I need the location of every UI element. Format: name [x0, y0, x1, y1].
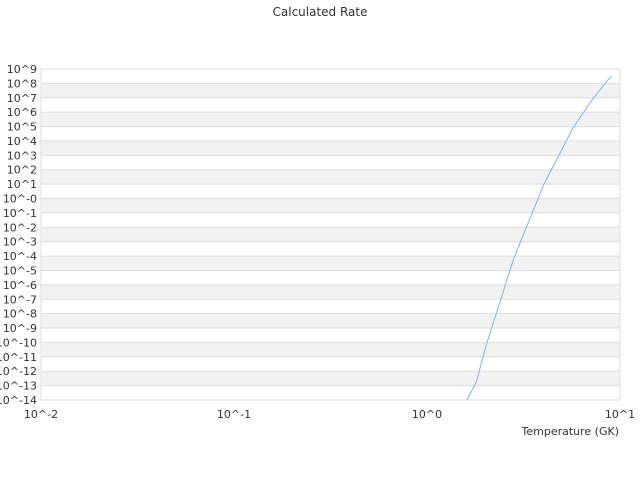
plot-band	[41, 241, 620, 257]
y-tick-label: 10^-5	[3, 264, 37, 277]
y-tick-label: 10^-7	[3, 293, 37, 306]
x-axis: 10^-2 10^-1 10^0 10^1	[24, 408, 635, 421]
plot-band	[41, 97, 620, 113]
y-tick-label: 10^-1	[3, 207, 37, 220]
y-tick-label: 10^-8	[3, 308, 37, 321]
y-tick-label: 10^-10	[0, 336, 37, 349]
x-tick-label: 10^0	[412, 408, 442, 421]
y-tick-label: 10^-3	[3, 236, 37, 249]
plot-band	[41, 284, 620, 300]
x-tick-label: 10^-1	[217, 408, 251, 421]
series-layer	[466, 75, 612, 401]
plot-band	[41, 256, 620, 271]
x-axis-label: Temperature (GK)	[521, 425, 620, 438]
y-tick-label: 10^8	[7, 77, 37, 90]
y-tick-label: 10^2	[7, 164, 37, 177]
plot-band	[41, 212, 620, 228]
y-axis: 10^910^8 10^710^6 10^510^410^3 10^210^1 10^-…	[0, 63, 37, 407]
gridlines	[40, 68, 621, 401]
y-tick-label: 10^6	[7, 106, 37, 119]
plot-band	[41, 198, 620, 213]
plot-band	[41, 299, 620, 314]
plot-band	[41, 140, 620, 156]
plot-band	[41, 385, 620, 400]
plot-band	[41, 371, 620, 386]
plot-band	[41, 342, 620, 357]
y-tick-label: 10^-11	[0, 351, 37, 364]
y-tick-label: 10^-6	[3, 279, 37, 292]
plot-band	[41, 270, 620, 285]
plot-band	[41, 184, 620, 199]
y-tick-label: 10^-14	[0, 394, 37, 407]
y-tick-label: 10^7	[7, 92, 37, 105]
y-tick-label: 10^9	[7, 63, 37, 76]
y-tick-label: 10^5	[7, 121, 37, 134]
y-tick-label: 10^4	[7, 135, 37, 148]
y-tick-label: 10^-9	[3, 322, 37, 335]
plot-band	[41, 69, 620, 84]
y-tick-label: 10^-0	[3, 193, 37, 206]
plot-band	[41, 356, 620, 372]
plot-band	[41, 112, 620, 127]
x-tick-label: 10^-2	[24, 408, 58, 421]
plot-band	[41, 169, 620, 185]
plot-band	[41, 126, 620, 141]
plot-band	[41, 83, 620, 98]
y-tick-label: 10^-13	[0, 380, 37, 393]
plot-band	[41, 227, 620, 242]
x-tick-label: 10^1	[605, 408, 635, 421]
y-tick-label: 10^-12	[0, 365, 37, 378]
y-tick-label: 10^1	[7, 178, 37, 191]
y-tick-label: 10^-2	[3, 221, 37, 234]
plot-band	[41, 155, 620, 170]
plot-bands	[41, 69, 620, 400]
chart-title: Calculated Rate	[273, 5, 368, 19]
plot-band	[41, 313, 620, 329]
plot-band	[41, 328, 620, 343]
y-tick-label: 10^-4	[3, 250, 37, 263]
series-line	[466, 75, 612, 401]
y-tick-label: 10^3	[7, 149, 37, 162]
